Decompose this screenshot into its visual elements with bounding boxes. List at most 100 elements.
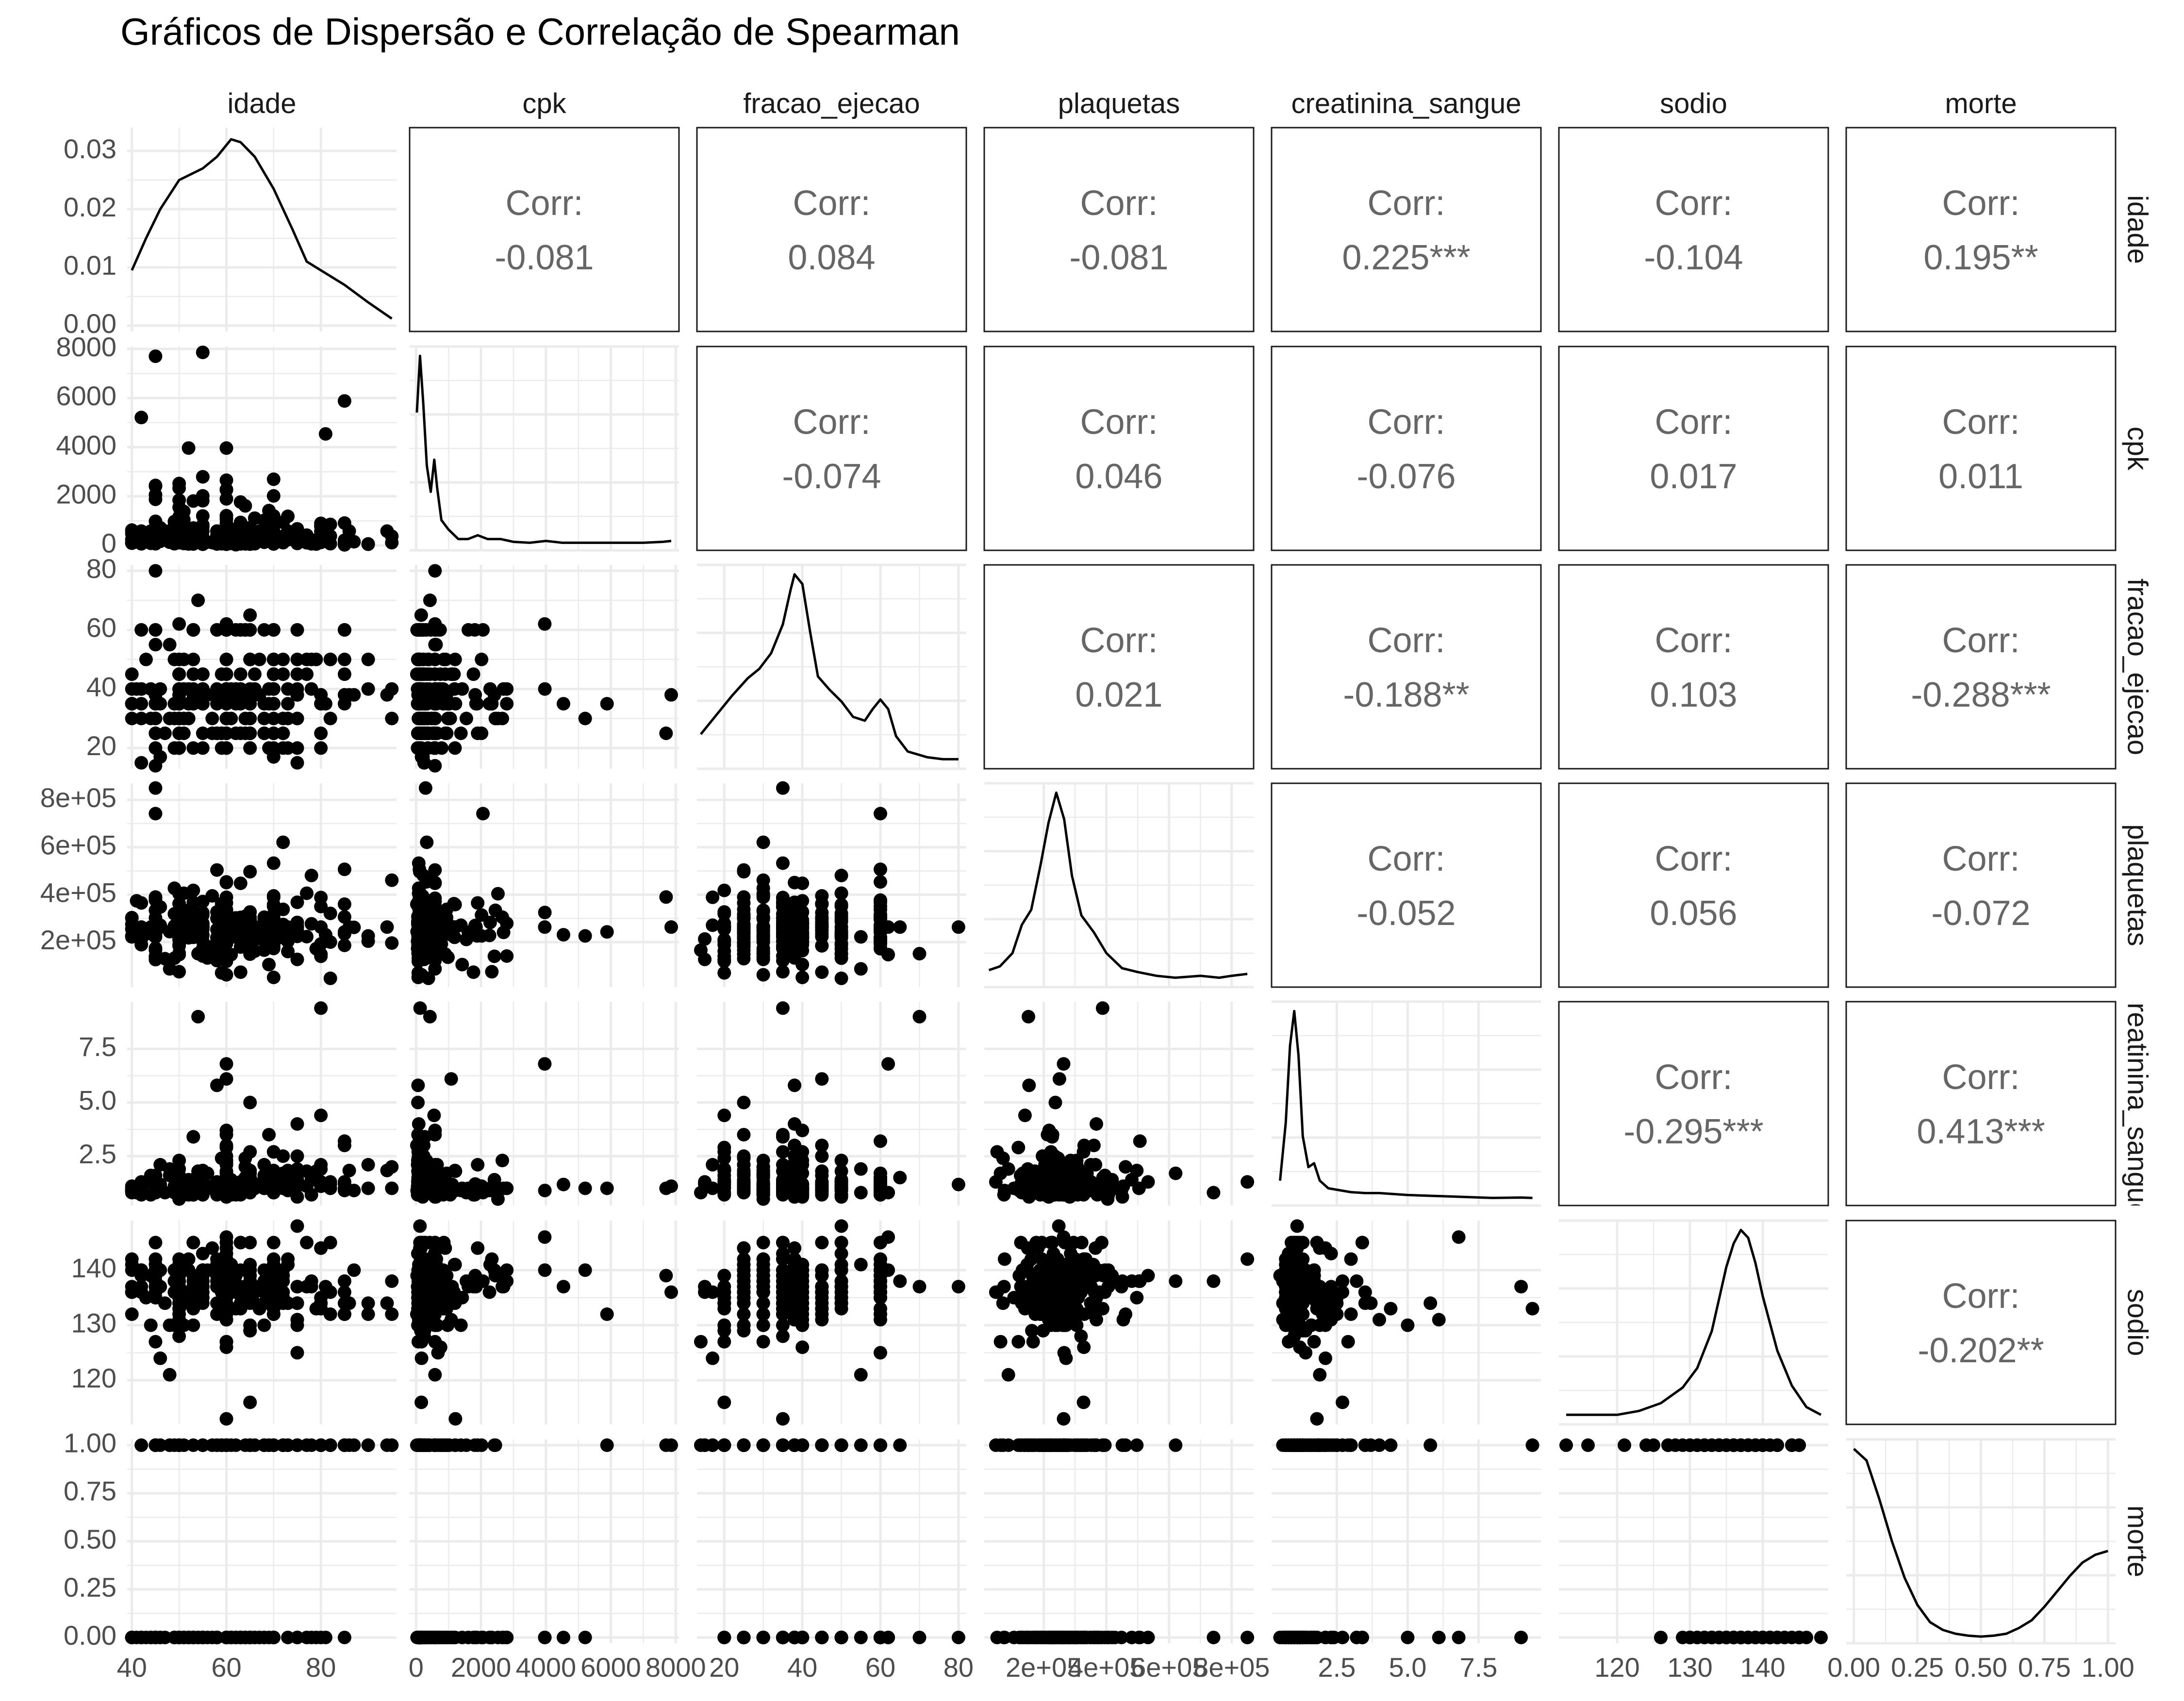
data-point <box>874 1134 887 1148</box>
data-point <box>291 1149 304 1163</box>
data-point <box>835 887 848 900</box>
data-point <box>381 920 394 934</box>
data-point <box>1038 1286 1052 1299</box>
data-point <box>267 473 281 486</box>
data-point <box>1090 1117 1103 1131</box>
corr-value: 0.225*** <box>1342 238 1470 277</box>
data-point <box>488 1263 501 1277</box>
data-point <box>454 727 468 740</box>
data-point <box>182 1253 196 1266</box>
data-point <box>362 1438 375 1452</box>
data-point <box>411 1078 425 1092</box>
x-tick-label-creatinina_sangue: 7.5 <box>1460 1652 1498 1683</box>
data-point <box>172 741 186 755</box>
data-point <box>196 741 210 755</box>
data-point <box>291 756 304 770</box>
y-tick-label-morte: 0.00 <box>64 1620 116 1651</box>
corr-box <box>1846 565 2116 769</box>
data-point <box>1058 1346 1071 1359</box>
data-point <box>538 1184 552 1197</box>
chart-title: Gráficos de Dispersão e Correlação de Sp… <box>120 10 960 53</box>
data-point <box>737 1274 751 1288</box>
data-point <box>776 1412 790 1426</box>
data-point <box>134 938 148 952</box>
x-tick-label-morte: 0.25 <box>1891 1652 1944 1683</box>
data-point <box>149 537 162 551</box>
data-point <box>385 936 398 950</box>
data-point <box>314 1158 328 1172</box>
data-point <box>455 958 469 972</box>
data-point <box>496 1154 509 1167</box>
data-point <box>385 1307 398 1321</box>
data-point <box>267 889 281 903</box>
data-point <box>281 712 295 726</box>
data-point <box>776 1130 790 1144</box>
panel-idade-plaquetas: Corr:-0.081 <box>984 128 1254 331</box>
data-point <box>1299 1346 1312 1359</box>
data-point <box>659 1269 673 1283</box>
data-point <box>220 876 233 890</box>
data-point <box>1036 1324 1050 1338</box>
data-point <box>347 1263 361 1277</box>
data-point <box>385 712 398 726</box>
row-label-group: plaquetas <box>2122 824 2153 946</box>
data-point <box>717 1108 731 1122</box>
data-point <box>1044 1186 1058 1200</box>
data-point <box>998 1253 1011 1266</box>
data-point <box>1057 1178 1071 1191</box>
data-point <box>253 688 266 702</box>
data-point <box>430 930 443 944</box>
data-point <box>776 1236 790 1249</box>
row-label-plaquetas: plaquetas <box>2122 824 2153 946</box>
data-point <box>149 524 162 537</box>
y-tick-label-morte: 0.50 <box>64 1524 116 1554</box>
data-point <box>1077 1340 1091 1354</box>
data-point <box>1299 1263 1312 1277</box>
data-point <box>430 1258 443 1272</box>
data-point <box>579 1182 592 1195</box>
corr-box <box>1846 347 2116 550</box>
data-point <box>737 1324 751 1338</box>
data-point <box>430 1186 443 1200</box>
y-tick-label-idade: 0.01 <box>64 250 116 281</box>
data-point <box>538 1057 551 1071</box>
y-tick-label-cpk: 8000 <box>56 331 116 362</box>
data-point <box>1058 1236 1072 1249</box>
panel-fracao_ejecao-creatinina_sangue: Corr:-0.188** <box>1272 565 1541 769</box>
data-point <box>338 623 351 637</box>
data-point <box>776 1001 790 1015</box>
x-tick-label-fracao_ejecao: 40 <box>787 1652 817 1683</box>
data-point <box>416 889 430 903</box>
data-point <box>172 897 186 910</box>
data-point <box>795 938 809 952</box>
data-point <box>579 712 592 726</box>
data-point <box>362 1182 375 1195</box>
data-point <box>448 653 462 666</box>
data-point <box>757 1236 770 1249</box>
x-tick-label-morte: 0.50 <box>1954 1652 2007 1683</box>
data-point <box>1291 1219 1304 1233</box>
data-point <box>412 1263 425 1277</box>
data-point <box>757 1335 770 1349</box>
data-point <box>243 609 257 622</box>
data-point <box>238 1160 252 1173</box>
data-point <box>757 922 770 936</box>
data-point <box>324 537 337 550</box>
data-point <box>338 533 351 547</box>
corr-box <box>1559 783 1828 987</box>
data-point <box>717 938 731 952</box>
data-point <box>717 920 731 934</box>
data-point <box>815 1149 828 1163</box>
data-point <box>338 897 351 911</box>
corr-label: Corr: <box>1368 621 1445 660</box>
data-point <box>291 1346 304 1359</box>
data-point <box>854 1162 868 1176</box>
data-point <box>338 927 351 941</box>
data-point <box>881 948 895 961</box>
data-point <box>475 1179 488 1193</box>
data-point <box>757 836 770 849</box>
data-point <box>414 609 428 622</box>
data-point <box>412 1179 425 1193</box>
data-point <box>1207 1274 1220 1288</box>
data-point <box>428 1368 442 1382</box>
